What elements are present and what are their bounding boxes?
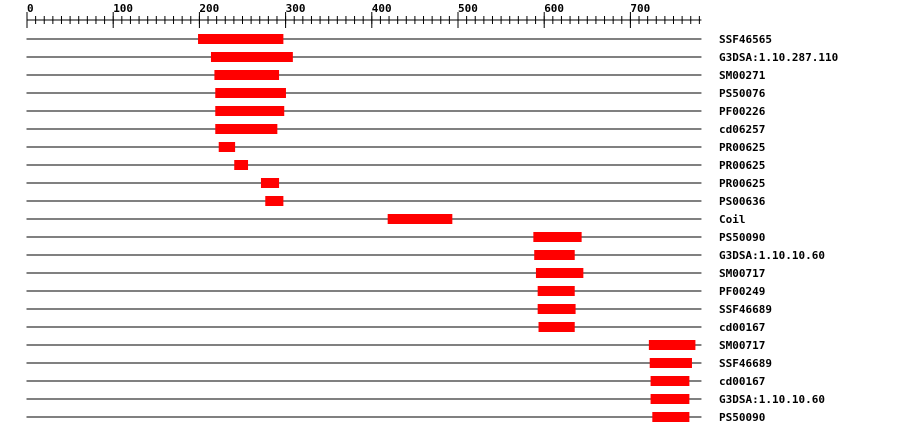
feature-bar bbox=[538, 322, 575, 332]
feature-bar bbox=[260, 178, 280, 188]
feature-bar bbox=[265, 196, 284, 206]
track-label: PS50090 bbox=[719, 411, 765, 424]
track-label: SM00717 bbox=[719, 339, 765, 352]
feature-bar bbox=[534, 250, 575, 260]
track-label: PS50076 bbox=[719, 87, 766, 100]
track-label: SM00717 bbox=[719, 267, 765, 280]
track-label: PF00226 bbox=[719, 105, 766, 118]
track-label: PR00625 bbox=[719, 141, 765, 154]
feature-bar bbox=[218, 142, 236, 152]
axis-tick-label: 0 bbox=[27, 2, 34, 15]
feature-bar bbox=[652, 412, 690, 422]
track-label: G3DSA:1.10.10.60 bbox=[719, 249, 825, 262]
feature-bar bbox=[215, 88, 286, 98]
feature-bar bbox=[649, 358, 692, 368]
track-label: PR00625 bbox=[719, 177, 765, 190]
track-label: PS50090 bbox=[719, 231, 765, 244]
track-label: Coil bbox=[719, 213, 746, 226]
feature-bar bbox=[215, 124, 278, 134]
track-label: G3DSA:1.10.10.60 bbox=[719, 393, 825, 406]
axis-tick-label: 100 bbox=[113, 2, 133, 15]
feature-bar bbox=[537, 286, 575, 296]
axis-tick-label: 300 bbox=[286, 2, 306, 15]
track-label: cd00167 bbox=[719, 321, 765, 334]
feature-bar bbox=[535, 268, 584, 278]
axis-tick-label: 400 bbox=[372, 2, 392, 15]
feature-bar bbox=[537, 304, 576, 314]
track-label: SSF46689 bbox=[719, 357, 772, 370]
track-label: SSF46565 bbox=[719, 33, 772, 46]
track-label: G3DSA:1.10.287.110 bbox=[719, 51, 838, 64]
feature-bar bbox=[650, 394, 690, 404]
track-label: cd00167 bbox=[719, 375, 765, 388]
axis-tick-label: 600 bbox=[544, 2, 564, 15]
feature-bar bbox=[198, 34, 284, 44]
feature-bar bbox=[234, 160, 249, 170]
track-label: cd06257 bbox=[719, 123, 765, 136]
axis-tick-label: 200 bbox=[199, 2, 219, 15]
track-label: PR00625 bbox=[719, 159, 765, 172]
axis-tick-label: 700 bbox=[630, 2, 650, 15]
feature-bar bbox=[210, 52, 293, 62]
track-label: PS00636 bbox=[719, 195, 766, 208]
feature-bar bbox=[533, 232, 582, 242]
track-label: SSF46689 bbox=[719, 303, 772, 316]
track-label: PF00249 bbox=[719, 285, 765, 298]
feature-bar bbox=[214, 70, 280, 80]
feature-bar bbox=[215, 106, 285, 116]
feature-bar bbox=[648, 340, 696, 350]
axis-tick-label: 500 bbox=[458, 2, 478, 15]
track-label: SM00271 bbox=[719, 69, 766, 82]
feature-bar bbox=[387, 214, 453, 224]
feature-bar bbox=[650, 376, 690, 386]
